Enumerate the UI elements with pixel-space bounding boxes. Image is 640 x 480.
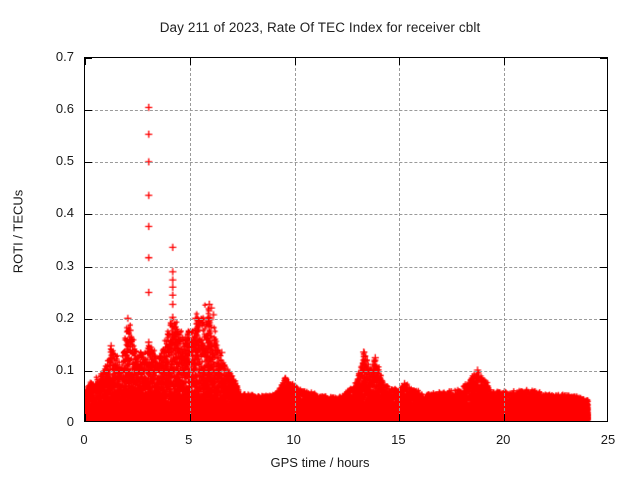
- x-axis-tick: [399, 414, 401, 421]
- x-tick-label: 0: [80, 432, 88, 447]
- x-axis-tick-top: [294, 58, 296, 65]
- y-axis-tick-right: [600, 266, 607, 268]
- chart-title: Day 211 of 2023, Rate Of TEC Index for r…: [159, 20, 481, 35]
- gridline-horizontal: [85, 370, 607, 372]
- x-axis-label: GPS time / hours: [270, 455, 370, 470]
- y-axis-tick: [85, 162, 92, 164]
- x-axis-tick-top: [399, 58, 401, 65]
- x-axis-tick-top: [85, 58, 86, 65]
- gridline-horizontal: [85, 318, 607, 320]
- x-axis-tick: [189, 414, 191, 421]
- gridline-horizontal: [85, 214, 607, 216]
- y-axis-tick: [85, 266, 92, 268]
- gridline-vertical: [189, 58, 191, 421]
- x-tick-label: 25: [600, 432, 616, 447]
- y-tick-label: 0.3: [55, 257, 74, 273]
- scatter-plot-canvas: [85, 58, 607, 421]
- plot-area: [84, 57, 608, 422]
- y-axis-tick-right: [600, 214, 607, 216]
- x-tick-label: 20: [495, 432, 511, 447]
- x-axis-tick: [294, 414, 296, 421]
- y-tick-label: 0.4: [55, 205, 74, 221]
- y-axis-tick: [85, 110, 92, 112]
- gridline-horizontal: [85, 266, 607, 268]
- gridline-horizontal: [85, 110, 607, 112]
- gridline-vertical: [294, 58, 296, 421]
- x-axis-tick-top: [189, 58, 191, 65]
- x-axis-tick-top: [504, 58, 506, 65]
- y-tick-label: 0.2: [55, 309, 74, 325]
- y-tick-label: 0.5: [55, 153, 74, 169]
- gridline-vertical: [399, 58, 401, 421]
- y-axis-label: ROTI / TECUs: [10, 189, 26, 274]
- y-tick-label: 0: [66, 414, 74, 429]
- y-axis-tick: [85, 318, 92, 320]
- gridline-vertical: [504, 58, 506, 421]
- x-tick-label: 5: [185, 432, 193, 447]
- x-tick-label: 15: [391, 432, 406, 447]
- y-axis-tick-right: [600, 318, 607, 320]
- x-axis-tick: [85, 414, 86, 421]
- y-axis-tick: [85, 58, 92, 59]
- y-tick-label: 0.6: [55, 101, 74, 117]
- y-axis-tick-right: [600, 58, 607, 59]
- y-axis-tick: [85, 370, 92, 372]
- x-axis-tick: [504, 414, 506, 421]
- y-tick-label: 0.1: [55, 361, 74, 377]
- gridline-horizontal: [85, 162, 607, 164]
- y-axis-tick-right: [600, 370, 607, 372]
- y-axis-tick-right: [600, 162, 607, 164]
- y-axis-tick: [85, 214, 92, 216]
- y-tick-label: 0.7: [55, 49, 74, 64]
- y-axis-tick-right: [600, 110, 607, 112]
- x-tick-label: 10: [286, 432, 301, 447]
